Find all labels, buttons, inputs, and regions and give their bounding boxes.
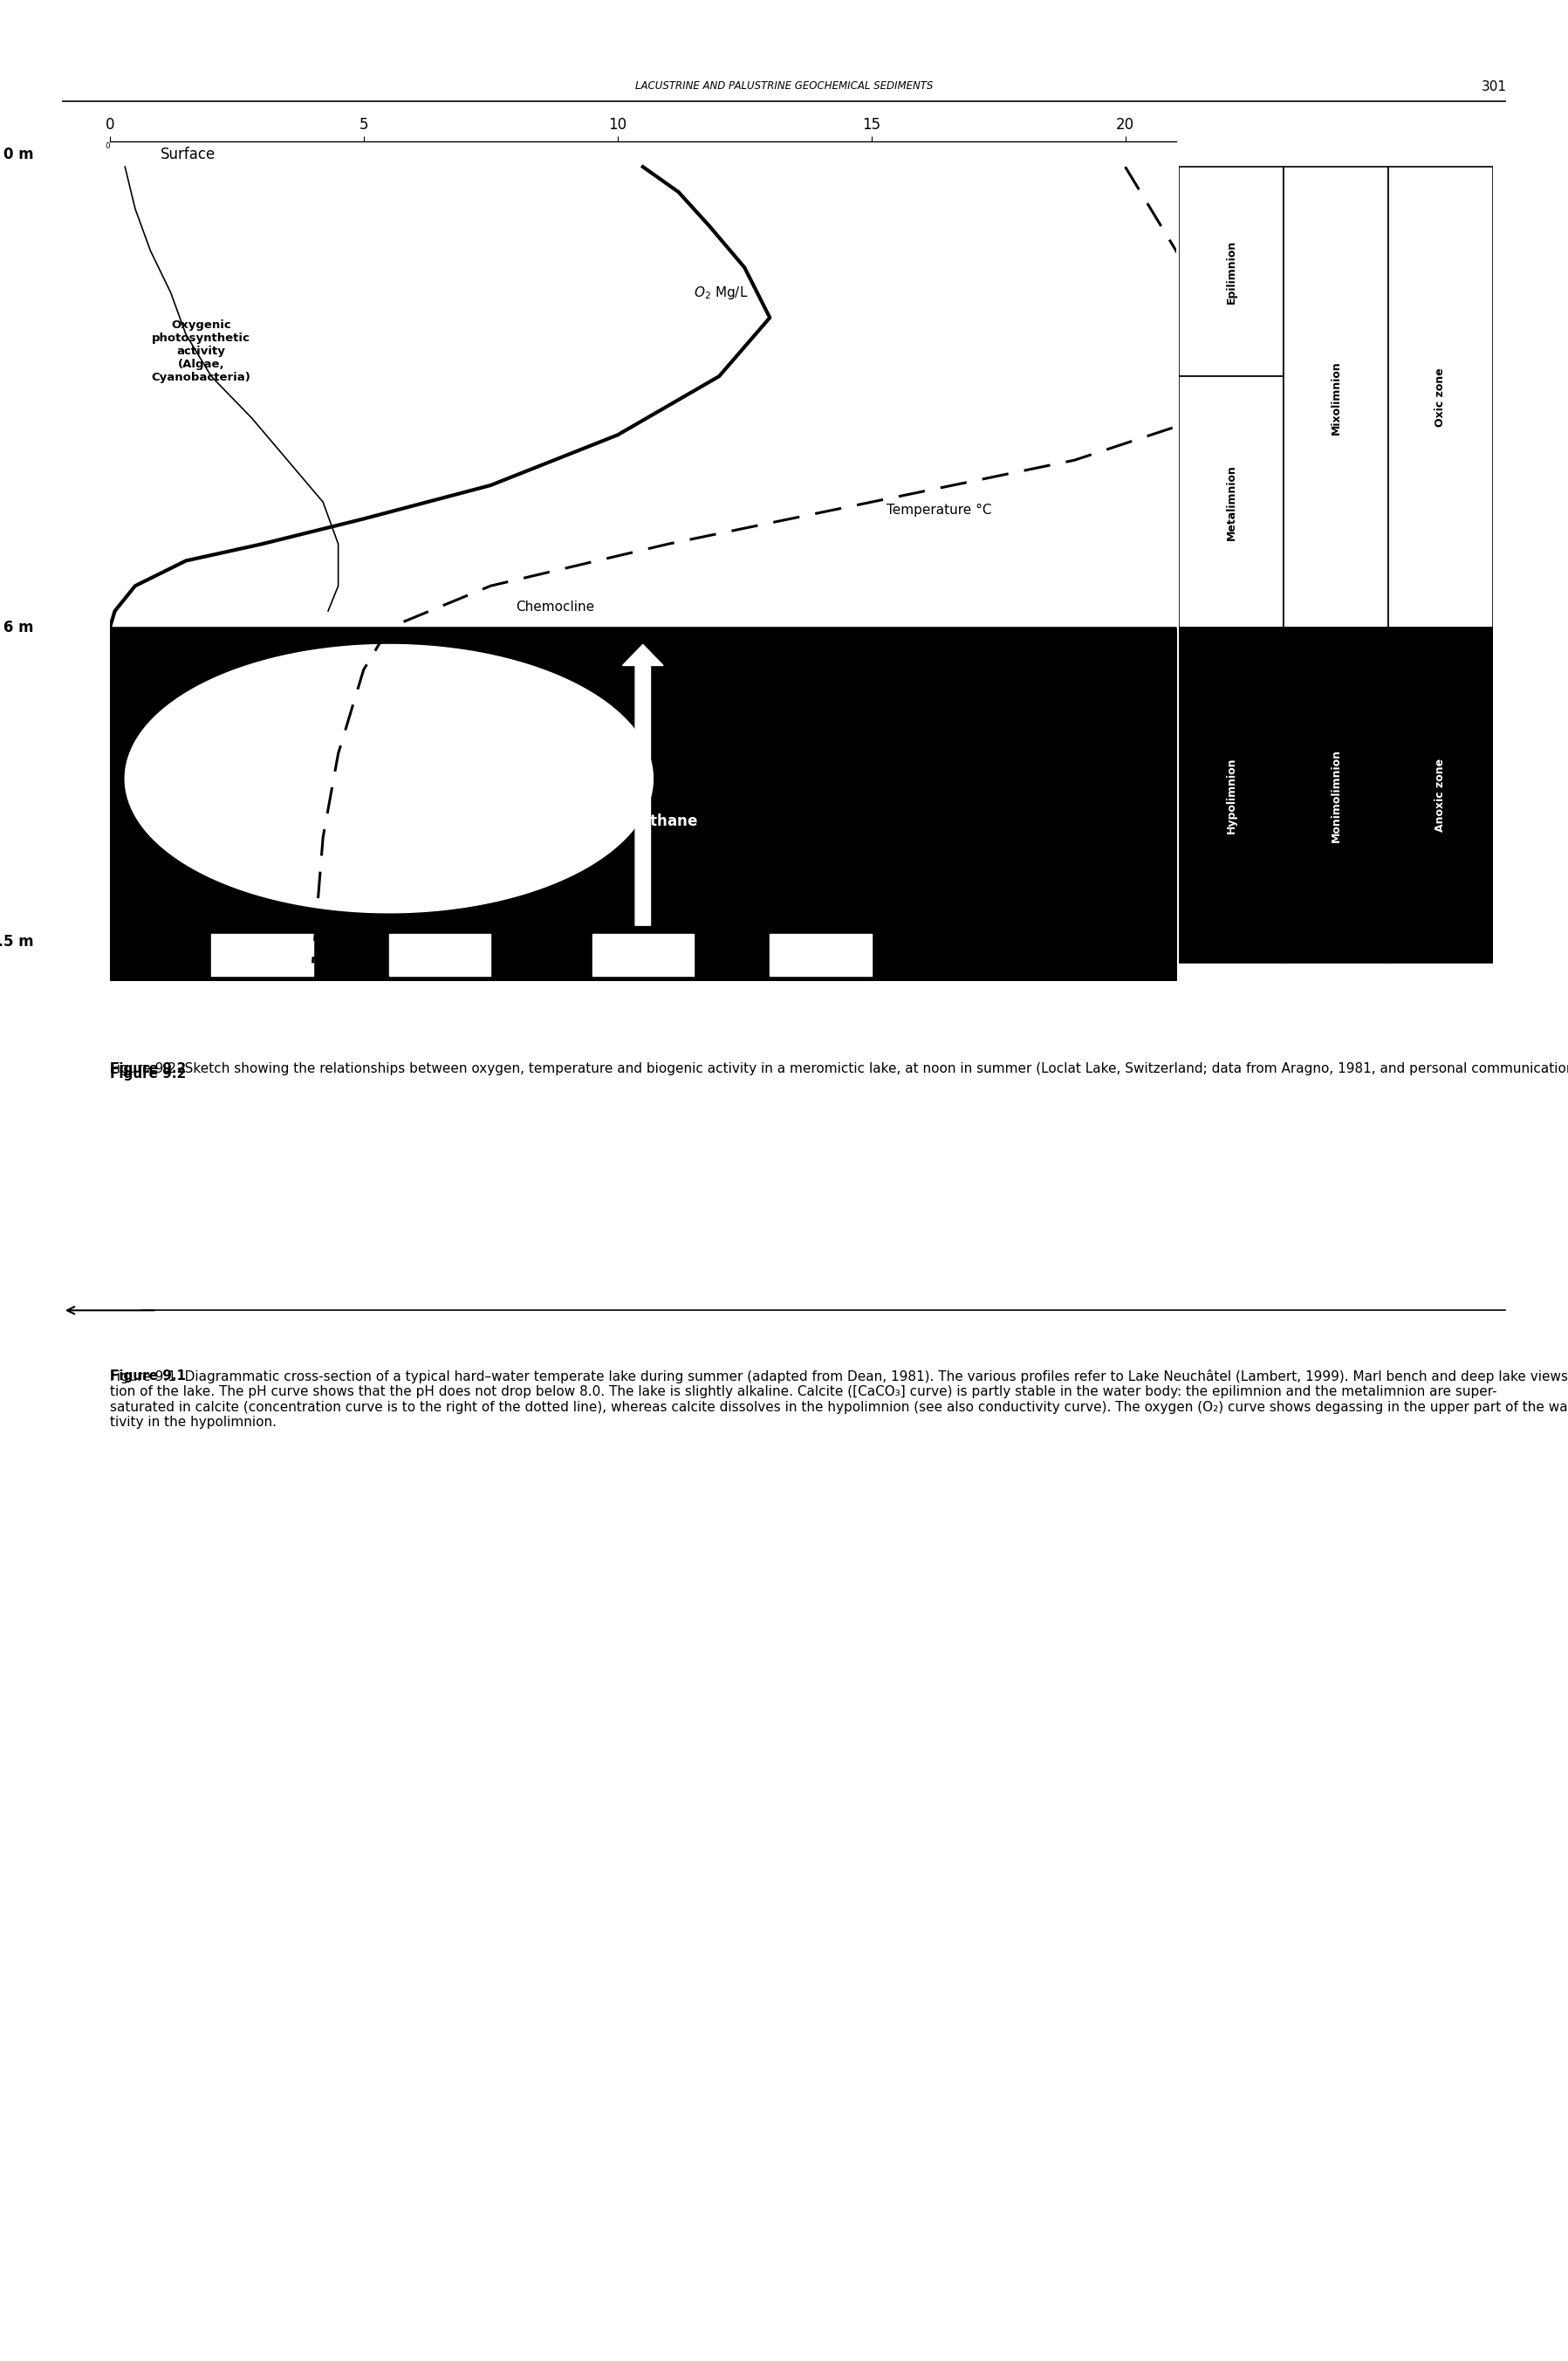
Text: LACUSTRINE AND PALUSTRINE GEOCHEMICAL SEDIMENTS: LACUSTRINE AND PALUSTRINE GEOCHEMICAL SE… bbox=[635, 80, 933, 92]
Text: $O_2$ Mg/L: $O_2$ Mg/L bbox=[693, 283, 748, 300]
Text: Monimolimnion: Monimolimnion bbox=[1330, 748, 1342, 843]
Text: Figure 9.2  Sketch showing the relationships between oxygen, temperature and bio: Figure 9.2 Sketch showing the relationsh… bbox=[110, 1062, 1568, 1077]
Text: Figure 9.1  Diagrammatic cross-section of a typical hard–water temperate lake du: Figure 9.1 Diagrammatic cross-section of… bbox=[110, 1369, 1568, 1428]
Text: Oxic zone: Oxic zone bbox=[1435, 368, 1446, 427]
Text: Figure 9.1: Figure 9.1 bbox=[110, 1369, 185, 1384]
Text: 0 m: 0 m bbox=[3, 146, 33, 163]
Bar bbox=[1284, 628, 1388, 963]
FancyArrow shape bbox=[622, 645, 663, 926]
Bar bbox=[1284, 168, 1388, 628]
Text: Hypolimnion: Hypolimnion bbox=[1226, 758, 1237, 833]
Text: Metalimnion: Metalimnion bbox=[1226, 465, 1237, 541]
Bar bbox=[1388, 168, 1493, 628]
Text: Anoxic zone: Anoxic zone bbox=[1435, 758, 1446, 831]
Text: $^{0}$: $^{0}$ bbox=[105, 142, 111, 153]
Text: Mixolimnion: Mixolimnion bbox=[1330, 361, 1342, 434]
Text: Temperature °C: Temperature °C bbox=[886, 503, 991, 517]
Text: Surface: Surface bbox=[160, 146, 216, 163]
Bar bbox=[1388, 628, 1493, 963]
Bar bbox=[1179, 168, 1284, 375]
Text: Figure 9.2: Figure 9.2 bbox=[110, 1067, 187, 1081]
Text: 5 - 6 m: 5 - 6 m bbox=[0, 621, 33, 635]
Polygon shape bbox=[125, 645, 652, 914]
Text: Epilimnion: Epilimnion bbox=[1226, 241, 1237, 305]
Bar bbox=[1179, 628, 1284, 963]
Bar bbox=[1179, 375, 1284, 628]
Text: 9.5 m: 9.5 m bbox=[0, 935, 33, 949]
Text: Chemocline: Chemocline bbox=[516, 600, 594, 614]
Text: $H_2S$, Methane: $H_2S$, Methane bbox=[588, 812, 698, 829]
Text: 301: 301 bbox=[1482, 80, 1507, 94]
Text: Sediment: Sediment bbox=[604, 947, 682, 963]
Text: Anoxygenic
photosynthetic
activity
(Purple and
green bacteria): Anoxygenic photosynthetic activity (Purp… bbox=[171, 746, 273, 810]
Text: Oxygenic
photosynthetic
activity
(Algae,
Cyanobacteria): Oxygenic photosynthetic activity (Algae,… bbox=[152, 319, 251, 382]
Text: Figure 9.2: Figure 9.2 bbox=[110, 1062, 187, 1077]
